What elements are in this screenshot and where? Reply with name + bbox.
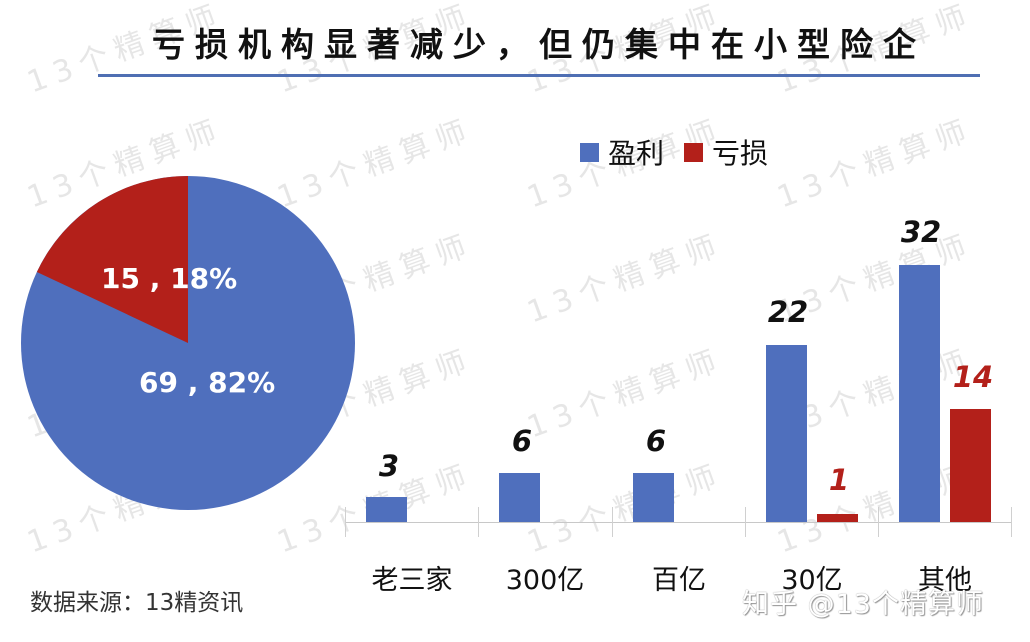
pie-svg <box>21 176 355 510</box>
legend-label-loss: 亏损 <box>712 137 769 170</box>
chart-title: 亏损机构显著减少，但仍集中在小型险企 <box>152 25 926 64</box>
x-axis-tick <box>745 507 746 537</box>
bar-profit-300yi <box>499 473 540 522</box>
x-axis-label: 老三家 <box>371 565 453 596</box>
watermark: 13个精算师 <box>522 456 729 561</box>
zhihu-watermark: 知乎 @13个精算师 <box>742 589 984 620</box>
bar-loss-other <box>950 409 991 522</box>
legend-label-profit: 盈利 <box>608 137 665 170</box>
legend-item-loss: 亏损 <box>684 132 768 172</box>
x-axis-tick <box>345 507 346 537</box>
bar-label-loss-30yi: 1 <box>828 463 850 497</box>
bar-loss-30yi <box>817 514 858 522</box>
bar-label-profit-30yi: 22 <box>767 295 809 329</box>
title-divider <box>98 74 980 77</box>
pie-label-profit: 69 , 82% <box>139 366 276 399</box>
legend-swatch-profit <box>580 142 599 162</box>
bar-label-profit-laosanjia: 3 <box>378 449 400 483</box>
legend: 盈利 亏损 <box>580 132 788 172</box>
bar-label-profit-300yi: 6 <box>511 424 533 458</box>
pie-slice-loss <box>36 176 189 343</box>
bar-profit-laosanjia <box>366 497 407 522</box>
data-source-note: 数据来源：13精资讯 <box>30 590 244 616</box>
x-axis-line <box>345 522 1011 523</box>
x-axis-label: 300亿 <box>505 565 585 596</box>
x-axis-label: 百亿 <box>652 565 706 596</box>
x-axis-tick <box>478 507 479 537</box>
bar-profit-baiyi <box>633 473 674 522</box>
x-axis-label: 30亿 <box>781 565 843 596</box>
legend-item-profit: 盈利 <box>580 132 664 172</box>
legend-swatch-loss <box>684 142 704 162</box>
bar-label-loss-other: 14 <box>952 360 994 394</box>
x-axis-label: 其他 <box>918 565 972 596</box>
bar-profit-30yi <box>766 345 807 522</box>
bar-profit-other <box>899 265 940 522</box>
x-axis-tick <box>878 507 879 537</box>
watermark: 13个精算师 <box>522 226 729 331</box>
watermark: 13个精算师 <box>772 111 979 216</box>
pie-chart: 15 , 18% 69 , 82% <box>21 176 355 510</box>
x-axis-tick <box>612 507 613 537</box>
bar-label-profit-baiyi: 6 <box>645 424 667 458</box>
x-axis-tick <box>1011 507 1012 537</box>
bar-label-profit-other: 32 <box>900 215 942 249</box>
pie-label-loss: 15 , 18% <box>101 262 238 295</box>
